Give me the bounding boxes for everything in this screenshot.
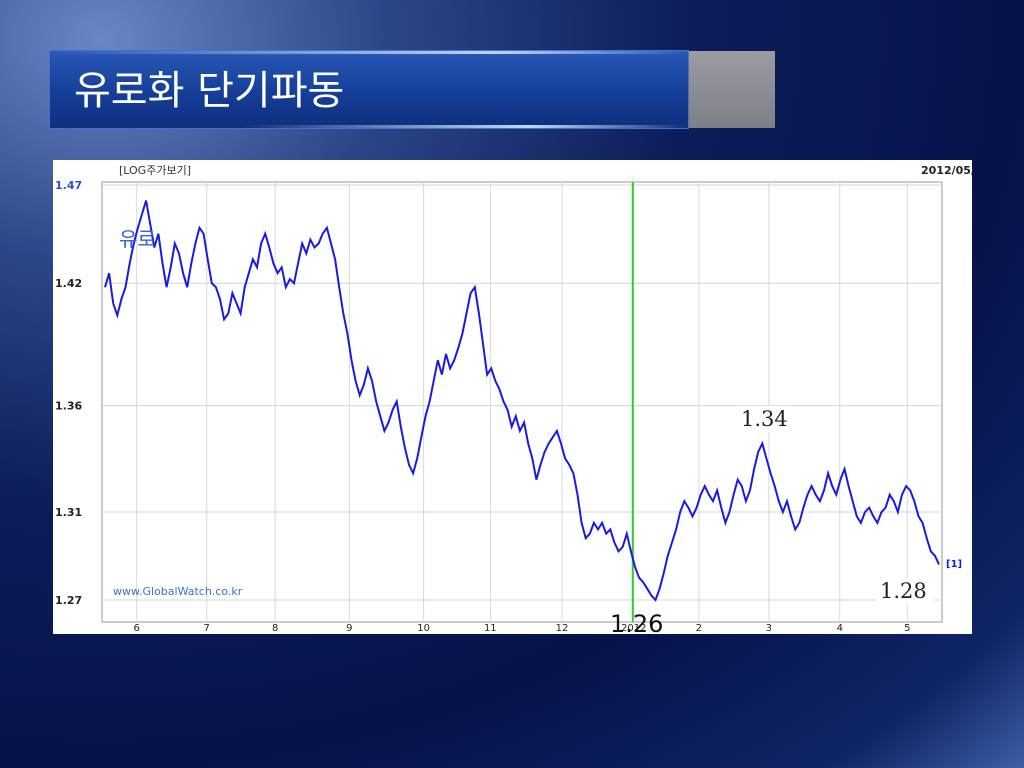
title-bar-glow-top [50, 51, 688, 54]
x-tick-label: 2012 [621, 623, 646, 634]
y-tick-label: 1.36 [55, 400, 82, 413]
x-tick-label: 9 [346, 623, 352, 634]
x-tick-label: 5 [904, 623, 910, 634]
series-label: 유로 [119, 227, 156, 251]
chart-header-right: 2012/05/ [921, 164, 972, 177]
y-axis-ticks: 1.47 1.42 1.36 1.31 1.27 [55, 179, 82, 607]
x-tick-label: 12 [556, 623, 569, 634]
annotation-1-28: 1.28 [876, 578, 933, 604]
series-tag: [1] [946, 559, 962, 570]
x-tick-label: 10 [417, 623, 430, 634]
x-tick-label: 8 [272, 623, 278, 634]
y-tick-label: 1.47 [55, 179, 82, 192]
x-tick-label: 2 [696, 623, 702, 634]
chart-header-left: [LOG주가보기] [119, 164, 191, 177]
annotation-1-34: 1.34 [737, 406, 792, 432]
x-tick-label: 7 [204, 623, 210, 634]
slide-title-bar: 유로화 단기파동 [49, 50, 689, 129]
plot-frame [101, 181, 943, 623]
x-axis-ticks: 6 7 8 9 10 11 12 2012 2 3 4 5 [134, 623, 911, 634]
title-accent-block [689, 51, 775, 128]
y-tick-label: 1.42 [55, 277, 82, 290]
euro-chart: 1.471.421.361.311.27 6 7 8 9 10 11 12 2012 2 3 4 5 … [55, 164, 972, 634]
x-tick-label: 11 [484, 623, 497, 634]
watermark-text: www.GlobalWatch.co.kr [113, 585, 243, 598]
series-line-euro [104, 200, 940, 602]
x-tick-label: 3 [766, 623, 772, 634]
chart-panel: 1.47 1.42 1.36 1.31 1.27 6 7 8 9 10 11 12 2012 2 3 4 5 … [53, 160, 972, 634]
y-tick-label: 1.31 [55, 506, 82, 519]
y-tick-label: 1.27 [55, 594, 82, 607]
annotation-1-26: 1.26 [610, 610, 664, 638]
x-tick-label: 6 [134, 623, 140, 634]
x-tick-label: 4 [837, 623, 843, 634]
slide-title: 유로화 단기파동 [74, 68, 345, 114]
title-bar-glow-bottom [50, 125, 688, 128]
